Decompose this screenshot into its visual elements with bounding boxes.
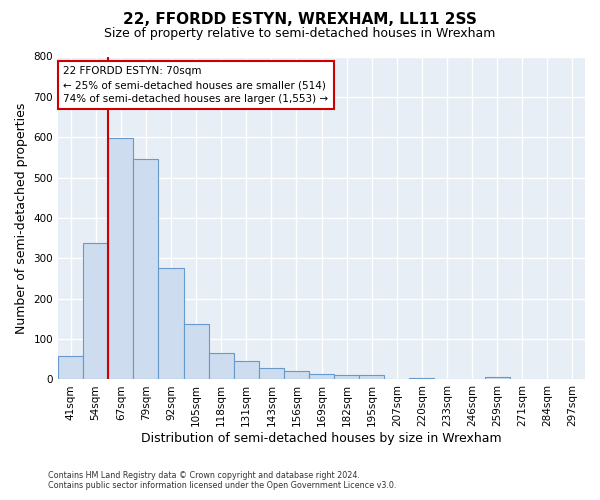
Bar bbox=[359, 376, 384, 380]
Bar bbox=[560, 378, 585, 380]
X-axis label: Distribution of semi-detached houses by size in Wrexham: Distribution of semi-detached houses by … bbox=[141, 432, 502, 445]
Text: Size of property relative to semi-detached houses in Wrexham: Size of property relative to semi-detach… bbox=[104, 28, 496, 40]
Text: Contains public sector information licensed under the Open Government Licence v3: Contains public sector information licen… bbox=[48, 481, 397, 490]
Text: 22 FFORDD ESTYN: 70sqm
← 25% of semi-detached houses are smaller (514)
74% of se: 22 FFORDD ESTYN: 70sqm ← 25% of semi-det… bbox=[64, 66, 328, 104]
Bar bbox=[133, 160, 158, 380]
Bar bbox=[309, 374, 334, 380]
Text: Contains HM Land Registry data © Crown copyright and database right 2024.: Contains HM Land Registry data © Crown c… bbox=[48, 471, 360, 480]
Bar bbox=[209, 353, 233, 380]
Bar bbox=[83, 244, 108, 380]
Bar bbox=[485, 378, 510, 380]
Bar bbox=[409, 378, 434, 380]
Bar bbox=[184, 324, 209, 380]
Y-axis label: Number of semi-detached properties: Number of semi-detached properties bbox=[15, 102, 28, 334]
Bar bbox=[108, 138, 133, 380]
Bar bbox=[284, 372, 309, 380]
Bar bbox=[233, 361, 259, 380]
Bar bbox=[158, 268, 184, 380]
Bar bbox=[334, 376, 359, 380]
Bar bbox=[58, 356, 83, 380]
Text: 22, FFORDD ESTYN, WREXHAM, LL11 2SS: 22, FFORDD ESTYN, WREXHAM, LL11 2SS bbox=[123, 12, 477, 28]
Bar bbox=[259, 368, 284, 380]
